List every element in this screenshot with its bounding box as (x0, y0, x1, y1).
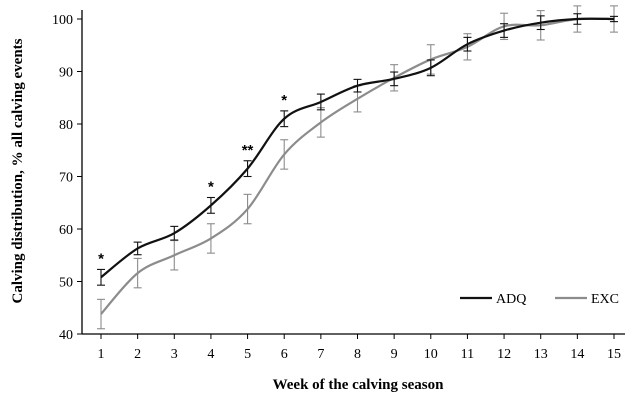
y-tick-label: 90 (59, 66, 73, 81)
significance-annotations: ***** (98, 92, 287, 268)
significance-marker: * (281, 92, 287, 109)
exc-legend-label: EXC (591, 292, 619, 307)
x-tick-label: 3 (171, 347, 178, 362)
x-tick-label: 13 (534, 347, 548, 362)
adq-series-line (100, 17, 615, 279)
significance-marker: ** (242, 142, 254, 159)
x-tick-label: 12 (497, 347, 511, 362)
x-tick-label: 10 (424, 347, 438, 362)
x-axis-title: Week of the calving season (273, 377, 444, 393)
adq-legend-label: ADQ (496, 292, 526, 307)
y-tick-label: 100 (52, 13, 73, 28)
x-tick-label: 6 (281, 347, 288, 362)
y-tick-label: 50 (59, 276, 73, 291)
y-tick-label: 70 (59, 171, 73, 186)
significance-marker: * (208, 179, 214, 196)
significance-marker: * (98, 250, 104, 267)
x-tick-label: 1 (98, 347, 105, 362)
x-tick-label: 2 (134, 347, 141, 362)
x-tick-label: 11 (461, 347, 474, 362)
x-tick-label: 9 (391, 347, 398, 362)
x-tick-label: 14 (570, 347, 584, 362)
legend: ADQ EXC (460, 292, 619, 307)
x-tick-label: 4 (207, 347, 214, 362)
y-axis-title: Calving distribution, % all calving even… (10, 38, 26, 303)
x-tick-label: 5 (244, 347, 251, 362)
series-layer (97, 5, 618, 330)
x-tick-label: 7 (317, 347, 324, 362)
y-tick-label: 60 (59, 223, 73, 238)
y-tick-label: 40 (59, 328, 73, 343)
y-tick-label: 80 (59, 118, 73, 133)
x-tick-label: 8 (354, 347, 361, 362)
x-tick-label: 15 (607, 347, 621, 362)
